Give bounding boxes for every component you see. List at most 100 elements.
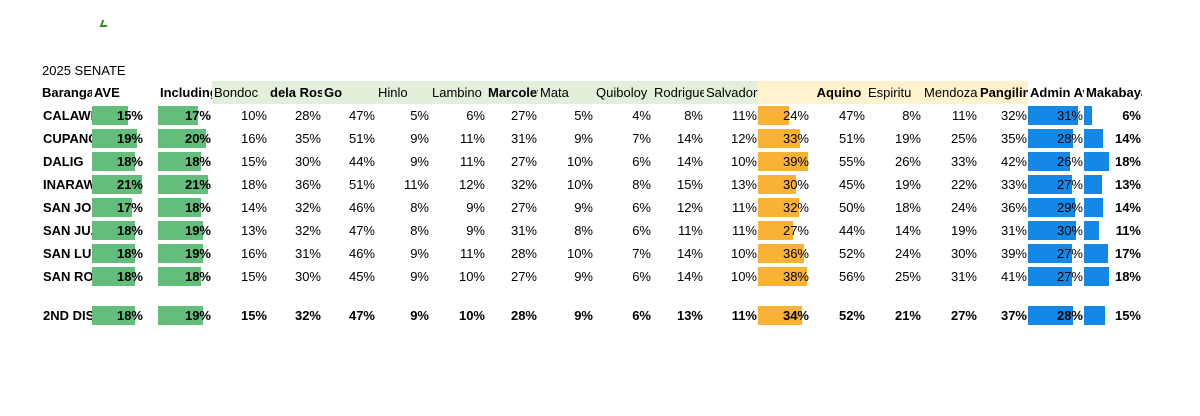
column-header[interactable]: Lambino [432, 85, 482, 100]
value-cell[interactable]: 32% [268, 196, 322, 219]
value-cell[interactable]: 15% [212, 150, 268, 173]
barangay-name[interactable]: SAN ROQUE [43, 269, 92, 284]
column-header[interactable]: Pangilinan [980, 85, 1028, 100]
value-cell[interactable]: 27% [486, 104, 538, 127]
barangay-name[interactable]: CALAWIS [43, 108, 92, 123]
value-cell[interactable]: 10% [704, 242, 758, 265]
value-cell[interactable]: 39% [978, 242, 1028, 265]
value-cell[interactable]: 10% [212, 104, 268, 127]
barangay-name[interactable]: SAN LUIS [43, 246, 92, 261]
value-cell[interactable]: 50% [810, 196, 866, 219]
value-cell[interactable]: 18% [92, 219, 144, 242]
column-header[interactable]: Aquino [816, 85, 862, 100]
value-cell[interactable]: 16% [212, 242, 268, 265]
value-cell[interactable]: 18% [92, 265, 144, 288]
value-cell[interactable]: 18% [92, 150, 144, 173]
value-cell[interactable]: 9% [376, 242, 430, 265]
value-cell[interactable]: 8% [538, 219, 594, 242]
barangay-name[interactable]: 2ND DIST [43, 308, 92, 323]
value-cell[interactable]: 11% [922, 104, 978, 127]
value-cell[interactable]: 9% [376, 150, 430, 173]
value-cell[interactable]: 9% [376, 265, 430, 288]
value-cell[interactable]: 17% [92, 196, 144, 219]
value-cell[interactable]: 19% [866, 127, 922, 150]
value-cell[interactable]: 18% [866, 196, 922, 219]
value-cell[interactable]: 9% [430, 196, 486, 219]
value-cell[interactable]: 6% [430, 104, 486, 127]
value-cell[interactable]: 14% [212, 196, 268, 219]
value-cell[interactable]: 30% [268, 265, 322, 288]
barangay-name[interactable]: SAN JUAN [43, 223, 92, 238]
column-header[interactable]: Mendoza [924, 85, 978, 100]
value-cell[interactable]: 39% [758, 150, 810, 173]
column-header[interactable]: Hinlo [378, 85, 408, 100]
value-cell[interactable]: 4% [594, 104, 652, 127]
value-cell[interactable]: 10% [538, 173, 594, 196]
value-cell[interactable]: 15% [1084, 304, 1142, 327]
value-cell[interactable]: 10% [430, 304, 486, 327]
value-cell[interactable]: 31% [1028, 104, 1084, 127]
value-cell[interactable]: 27% [1028, 173, 1084, 196]
value-cell[interactable]: 52% [810, 242, 866, 265]
value-cell[interactable]: 56% [810, 265, 866, 288]
value-cell[interactable]: 30% [1028, 219, 1084, 242]
value-cell[interactable]: 7% [594, 242, 652, 265]
value-cell[interactable]: 14% [1084, 127, 1142, 150]
column-header[interactable]: Quiboloy [596, 85, 648, 100]
value-cell[interactable]: 16% [212, 127, 268, 150]
value-cell[interactable]: 14% [652, 242, 704, 265]
column-header[interactable]: Barangay [42, 85, 92, 100]
value-cell[interactable]: 31% [486, 127, 538, 150]
value-cell[interactable]: 55% [810, 150, 866, 173]
column-header[interactable]: Admin Ave [1030, 85, 1084, 100]
value-cell[interactable]: 31% [922, 265, 978, 288]
value-cell[interactable]: 35% [978, 127, 1028, 150]
value-cell[interactable]: 8% [376, 219, 430, 242]
value-cell[interactable]: 30% [268, 150, 322, 173]
value-cell[interactable]: 9% [538, 265, 594, 288]
value-cell[interactable]: 38% [758, 265, 810, 288]
value-cell[interactable]: 11% [430, 150, 486, 173]
value-cell[interactable]: 27% [486, 196, 538, 219]
value-cell[interactable]: 11% [430, 127, 486, 150]
value-cell[interactable]: 18% [92, 304, 144, 327]
value-cell[interactable]: 33% [758, 127, 810, 150]
value-cell[interactable]: 33% [978, 173, 1028, 196]
column-header[interactable]: Marcoleta [488, 85, 538, 100]
value-cell[interactable]: 33% [922, 150, 978, 173]
value-cell[interactable]: 7% [594, 127, 652, 150]
value-cell[interactable]: 44% [810, 219, 866, 242]
column-header[interactable]: Salvador [706, 85, 758, 100]
value-cell[interactable]: 12% [430, 173, 486, 196]
value-cell[interactable]: 17% [1084, 242, 1142, 265]
value-cell[interactable]: 18% [1084, 150, 1142, 173]
value-cell[interactable]: 8% [594, 173, 652, 196]
value-cell[interactable]: 15% [212, 265, 268, 288]
column-header[interactable]: Including [160, 85, 212, 100]
column-header[interactable]: Mata [540, 85, 569, 100]
value-cell[interactable]: 19% [158, 304, 212, 327]
value-cell[interactable]: 29% [1028, 196, 1084, 219]
value-cell[interactable]: 41% [978, 265, 1028, 288]
value-cell[interactable]: 27% [1028, 242, 1084, 265]
value-cell[interactable]: 9% [538, 196, 594, 219]
value-cell[interactable]: 15% [92, 104, 144, 127]
value-cell[interactable]: 28% [1028, 127, 1084, 150]
value-cell[interactable]: 19% [866, 173, 922, 196]
value-cell[interactable]: 26% [866, 150, 922, 173]
value-cell[interactable]: 11% [704, 219, 758, 242]
value-cell[interactable]: 19% [158, 242, 212, 265]
value-cell[interactable]: 45% [322, 265, 376, 288]
value-cell[interactable]: 47% [322, 219, 376, 242]
column-header[interactable]: dela Rosa [270, 85, 322, 100]
value-cell[interactable]: 10% [430, 265, 486, 288]
value-cell[interactable]: 46% [322, 196, 376, 219]
barangay-name[interactable]: SAN JOSE [43, 200, 92, 215]
value-cell[interactable]: 51% [810, 127, 866, 150]
value-cell[interactable]: 8% [652, 104, 704, 127]
value-cell[interactable]: 18% [158, 150, 212, 173]
value-cell[interactable]: 10% [538, 242, 594, 265]
value-cell[interactable]: 51% [322, 173, 376, 196]
value-cell[interactable]: 24% [922, 196, 978, 219]
value-cell[interactable]: 18% [158, 265, 212, 288]
